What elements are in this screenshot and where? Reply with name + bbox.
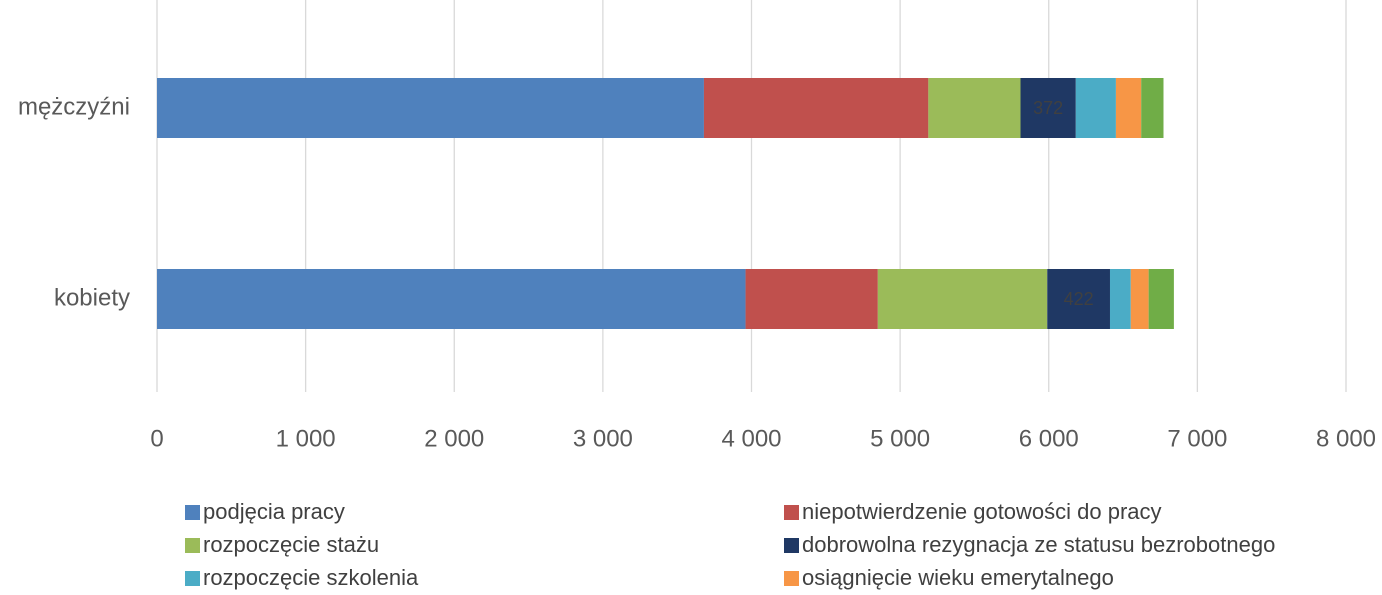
bar-segment-mezczyzni-4 <box>1020 78 1076 138</box>
bar-segment-mezczyzni-5 <box>1075 78 1116 138</box>
data-label: 422 <box>1064 289 1094 309</box>
legend-swatch-osiagniecie-wieku-emerytalnego <box>784 571 799 586</box>
bar-segment-mezczyzni-3 <box>928 78 1021 138</box>
bar-segment-kobiety-3 <box>877 269 1048 329</box>
legend-swatch-dobrowolna-rezygnacja-ze-statusu-bezrobotnego <box>784 538 799 553</box>
legend-label-podjecia-pracy: podjęcia pracy <box>203 499 345 524</box>
x-tick-label: 7 000 <box>1167 425 1227 452</box>
legend-swatch-rozpoczecie-stazu <box>185 538 200 553</box>
legend-swatch-podjecia-pracy <box>185 505 200 520</box>
x-tick-label: 4 000 <box>721 425 781 452</box>
bar-segment-mezczyzni-7 <box>1141 78 1164 138</box>
legend-swatch-niepotwierdzenie-gotowosci-do-pracy <box>784 505 799 520</box>
legend-swatch-rozpoczecie-szkolenia <box>185 571 200 586</box>
legend: podjęcia pracy niepotwierdzenie gotowości… <box>185 499 1275 590</box>
legend-label-rozpoczecie-szkolenia: rozpoczęcie szkolenia <box>203 565 419 590</box>
category-label-mezczyzni: mężczyźni <box>18 93 130 120</box>
bar-segment-kobiety-2 <box>745 269 878 329</box>
x-tick-label: 8 000 <box>1316 425 1376 452</box>
bar-segment-mezczyzni-2 <box>703 78 929 138</box>
bar-segment-mezczyzni-6 <box>1115 78 1142 138</box>
bar-segment-kobiety-7 <box>1148 269 1174 329</box>
legend-label-dobrowolna-rezygnacja-ze-statusu-bezrobotnego: dobrowolna rezygnacja ze statusu bezrobo… <box>802 532 1275 557</box>
category-labels: mężczyźni kobiety <box>18 93 130 311</box>
bar-segment-mezczyzni-1 <box>157 78 704 138</box>
x-tick-label: 2 000 <box>424 425 484 452</box>
legend-label-rozpoczecie-stazu: rozpoczęcie stażu <box>203 532 379 557</box>
bars: 372 422 <box>157 78 1174 329</box>
legend-label-niepotwierdzenie-gotowosci-do-pracy: niepotwierdzenie gotowości do pracy <box>802 499 1162 524</box>
category-label-kobiety: kobiety <box>54 284 130 311</box>
x-tick-label: 0 <box>150 425 163 452</box>
x-tick-label: 3 000 <box>573 425 633 452</box>
bar-segment-kobiety-4 <box>1047 269 1110 329</box>
x-tick-label: 5 000 <box>870 425 930 452</box>
bar-segment-kobiety-5 <box>1109 269 1131 329</box>
x-tick-label: 1 000 <box>276 425 336 452</box>
data-label: 372 <box>1033 98 1063 118</box>
x-tick-label: 6 000 <box>1019 425 1079 452</box>
bar-segment-kobiety-1 <box>157 269 746 329</box>
x-axis-tick-labels: 0 1 000 2 000 3 000 4 000 5 000 6 000 7 000 8 00… <box>150 425 1376 452</box>
grid-lines <box>156 0 1347 392</box>
legend-label-osiagniecie-wieku-emerytalnego: osiągnięcie wieku emerytalnego <box>802 565 1114 590</box>
bar-segment-kobiety-6 <box>1130 269 1149 329</box>
